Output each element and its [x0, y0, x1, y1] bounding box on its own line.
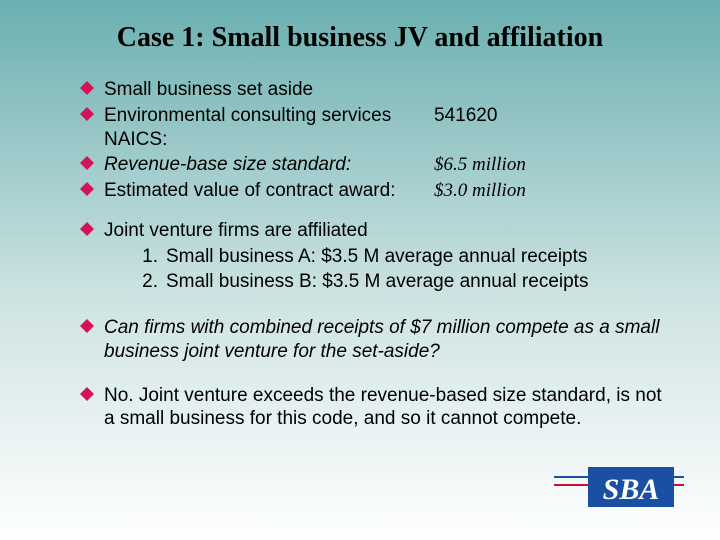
sub-text: Small business A: $3.5 M average annual … [166, 245, 670, 269]
diamond-icon [70, 316, 104, 333]
bullet-row: Can firms with combined receipts of $7 m… [70, 316, 670, 364]
diamond-icon [70, 384, 104, 401]
label: Revenue-base size standard: [104, 153, 434, 177]
answer-text: No. Joint venture exceeds the revenue-ba… [104, 384, 670, 432]
value: $6.5 million [434, 153, 670, 177]
bullet-text: Revenue-base size standard: $6.5 million [104, 153, 670, 177]
value: $3.0 million [434, 179, 670, 203]
diamond-icon [70, 104, 104, 121]
diamond-icon [70, 153, 104, 170]
bullet-row: No. Joint venture exceeds the revenue-ba… [70, 384, 670, 432]
sub-number: 2. [132, 270, 166, 294]
bullet-row: Revenue-base size standard: $6.5 million [70, 153, 670, 177]
diamond-icon [70, 78, 104, 95]
svg-text:SBA: SBA [603, 473, 660, 506]
bullet-row: Joint venture firms are affiliated 1. Sm… [70, 219, 670, 296]
slide-content: Small business set aside Environmental c… [70, 78, 670, 433]
value: 541620 [434, 104, 670, 152]
bullet-row: Environmental consulting services NAICS:… [70, 104, 670, 152]
bullet-text: Environmental consulting services NAICS:… [104, 104, 670, 152]
bullet-text: Estimated value of contract award: $3.0 … [104, 179, 670, 203]
diamond-icon [70, 219, 104, 236]
question-text: Can firms with combined receipts of $7 m… [104, 316, 670, 364]
sub-number: 1. [132, 245, 166, 269]
sba-logo: SBA [554, 467, 684, 526]
spacer [70, 366, 670, 384]
slide: Case 1: Small business JV and affiliatio… [0, 0, 720, 540]
spacer [70, 298, 670, 316]
sub-text: Small business B: $3.5 M average annual … [166, 270, 670, 294]
sub-item: 1. Small business A: $3.5 M average annu… [132, 245, 670, 269]
bullet-text: Joint venture firms are affiliated 1. Sm… [104, 219, 670, 296]
sub-item: 2. Small business B: $3.5 M average annu… [132, 270, 670, 294]
jv-intro: Joint venture firms are affiliated [104, 220, 368, 241]
spacer [70, 205, 670, 219]
bullet-row: Small business set aside [70, 78, 670, 102]
bullet-text: Small business set aside [104, 78, 670, 102]
label: Environmental consulting services NAICS: [104, 104, 434, 152]
diamond-icon [70, 179, 104, 196]
label: Estimated value of contract award: [104, 179, 434, 203]
slide-title: Case 1: Small business JV and affiliatio… [0, 0, 720, 54]
numbered-sublist: 1. Small business A: $3.5 M average annu… [132, 245, 670, 295]
bullet-row: Estimated value of contract award: $3.0 … [70, 179, 670, 203]
